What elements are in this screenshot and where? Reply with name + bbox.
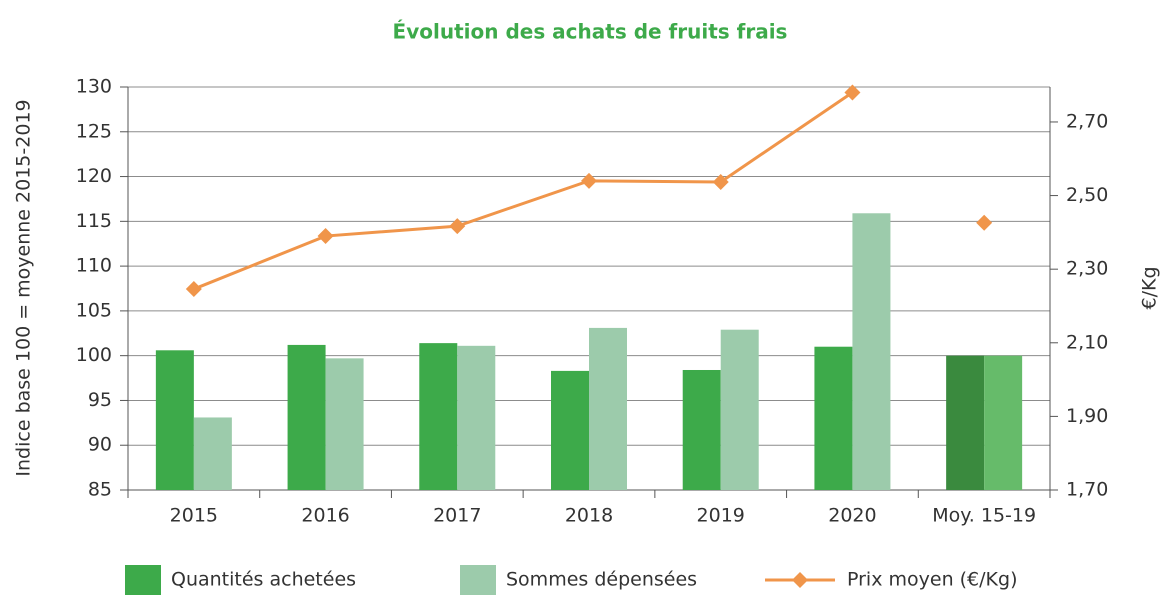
y-tick-label: 90	[88, 434, 112, 456]
bar	[814, 346, 853, 490]
y-tick-label: 125	[76, 120, 112, 142]
x-tick-label: 2015	[170, 505, 218, 527]
line-marker	[976, 214, 993, 231]
legend-swatch	[125, 565, 161, 595]
bar	[457, 345, 496, 490]
y2-tick-label: 1,70	[1066, 479, 1108, 501]
y-axis-label: Indice base 100 = moyenne 2015-2019	[13, 99, 35, 476]
x-tick-label: 2019	[697, 505, 745, 527]
chart-title: Évolution des achats de fruits frais	[393, 20, 788, 44]
bar	[946, 355, 985, 490]
bar	[155, 350, 194, 490]
legend-label: Quantités achetées	[171, 569, 356, 591]
y-tick-label: 95	[88, 389, 112, 411]
bar	[682, 369, 721, 490]
line-marker	[712, 173, 729, 190]
y2-tick-label: 2,30	[1066, 258, 1108, 280]
x-tick-label: 2018	[565, 505, 613, 527]
bar	[984, 355, 1023, 490]
bar	[551, 370, 589, 490]
y-tick-label: 85	[88, 479, 112, 501]
x-tick-label: 2020	[828, 505, 876, 527]
y2-axis-label: €/Kg	[1139, 266, 1161, 309]
line-marker	[317, 228, 334, 245]
line-marker	[449, 218, 466, 235]
y-tick-label: 115	[76, 210, 112, 232]
bar	[419, 343, 458, 490]
x-tick-label: Moy. 15-19	[932, 505, 1036, 527]
bar	[287, 344, 326, 490]
legend-label: Prix moyen (€/Kg)	[847, 569, 1017, 591]
y-tick-label: 120	[76, 165, 112, 187]
line	[193, 91, 854, 291]
y2-tick-label: 2,50	[1066, 184, 1108, 206]
bar	[325, 358, 364, 490]
y-tick-label: 110	[76, 255, 112, 277]
y2-tick-label: 1,90	[1066, 405, 1108, 427]
x-tick-label: 2016	[301, 505, 349, 527]
bar	[193, 417, 232, 490]
legend-swatch	[460, 565, 496, 595]
legend-swatch	[792, 572, 808, 588]
y-tick-label: 100	[76, 344, 112, 366]
bar	[720, 329, 759, 490]
line-marker	[844, 84, 861, 101]
y2-tick-label: 2,10	[1066, 331, 1108, 353]
y-tick-label: 105	[76, 299, 112, 321]
bar	[589, 327, 627, 490]
y2-tick-label: 2,70	[1066, 110, 1108, 132]
line-marker	[185, 281, 202, 298]
y-tick-label: 130	[76, 76, 112, 98]
bar	[852, 213, 891, 491]
legend-label: Sommes dépensées	[506, 569, 697, 591]
x-tick-label: 2017	[433, 505, 481, 527]
line-marker	[581, 172, 597, 189]
